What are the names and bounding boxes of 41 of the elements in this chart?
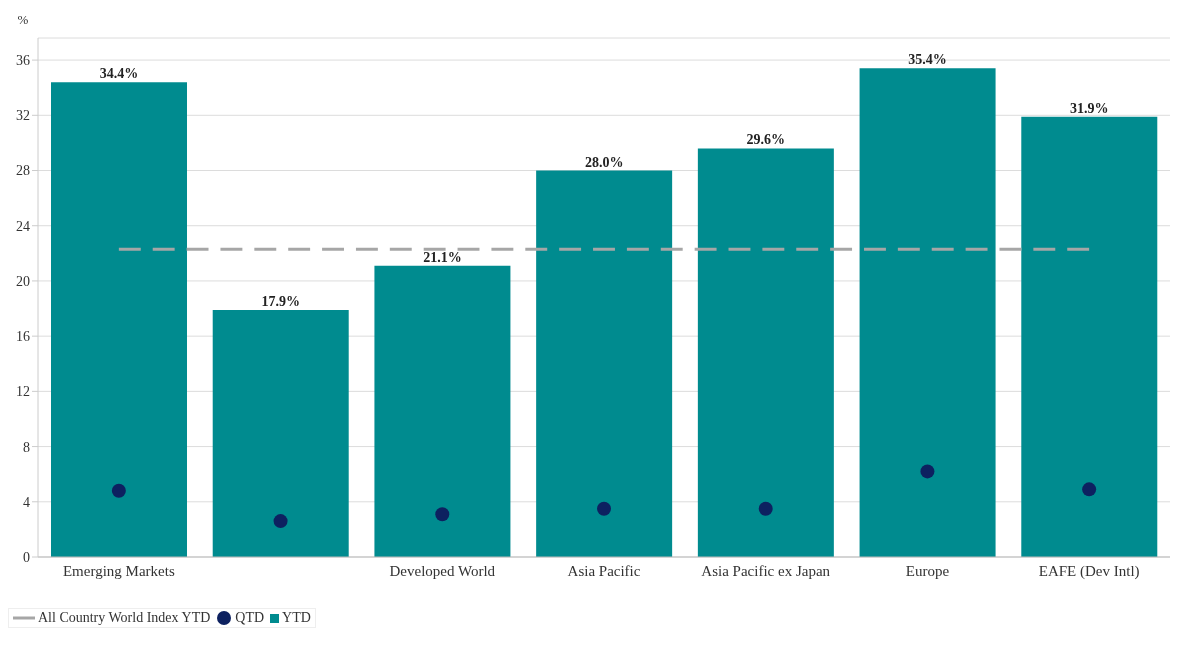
legend-label: All Country World Index YTD <box>38 610 211 626</box>
point <box>758 501 773 516</box>
y-tick-label: 32 <box>16 108 30 124</box>
point <box>1082 482 1097 497</box>
y-tick-label: 20 <box>16 273 30 289</box>
x-tick-label: Emerging Markets <box>62 562 175 579</box>
y-tick-label: 28 <box>16 163 30 179</box>
x-tick-label: Asia Pacific ex Japan <box>701 562 831 579</box>
legend-label: YTD <box>282 610 311 626</box>
x-tick-label: Developed World <box>389 562 496 579</box>
point <box>597 501 611 516</box>
y-tick-label: 36 <box>16 53 30 69</box>
y-axis-title: % <box>17 12 29 27</box>
bar <box>374 265 511 557</box>
data-label: 29.6% <box>746 132 786 148</box>
data-label: 35.4% <box>908 52 947 68</box>
y-tick-label: 24 <box>16 218 30 234</box>
bar <box>859 68 996 557</box>
x-tick-label: Asia Pacific <box>567 562 641 579</box>
y-tick-label: 12 <box>16 384 30 400</box>
data-label: 17.9% <box>261 293 300 309</box>
data-label: 31.9% <box>1070 100 1109 116</box>
y-tick-label: 4 <box>23 494 30 510</box>
data-label: 34.4% <box>99 66 139 82</box>
data-label: 21.1% <box>423 249 462 265</box>
bar <box>1021 116 1158 557</box>
x-tick-label: EAFE (Dev Intl) <box>1038 562 1140 580</box>
bar <box>212 309 349 557</box>
bar <box>51 82 187 557</box>
point <box>111 483 126 498</box>
y-tick-label: 16 <box>16 329 30 345</box>
legend-label: QTD <box>235 610 265 626</box>
data-label: 28.0% <box>584 154 624 170</box>
bar <box>536 170 673 557</box>
point <box>920 464 935 479</box>
point <box>435 507 450 522</box>
y-tick-label: 8 <box>23 439 30 455</box>
y-tick-label: 0 <box>23 549 30 565</box>
x-tick-label: Europe <box>905 562 950 579</box>
bar <box>697 148 834 557</box>
point <box>273 514 288 529</box>
